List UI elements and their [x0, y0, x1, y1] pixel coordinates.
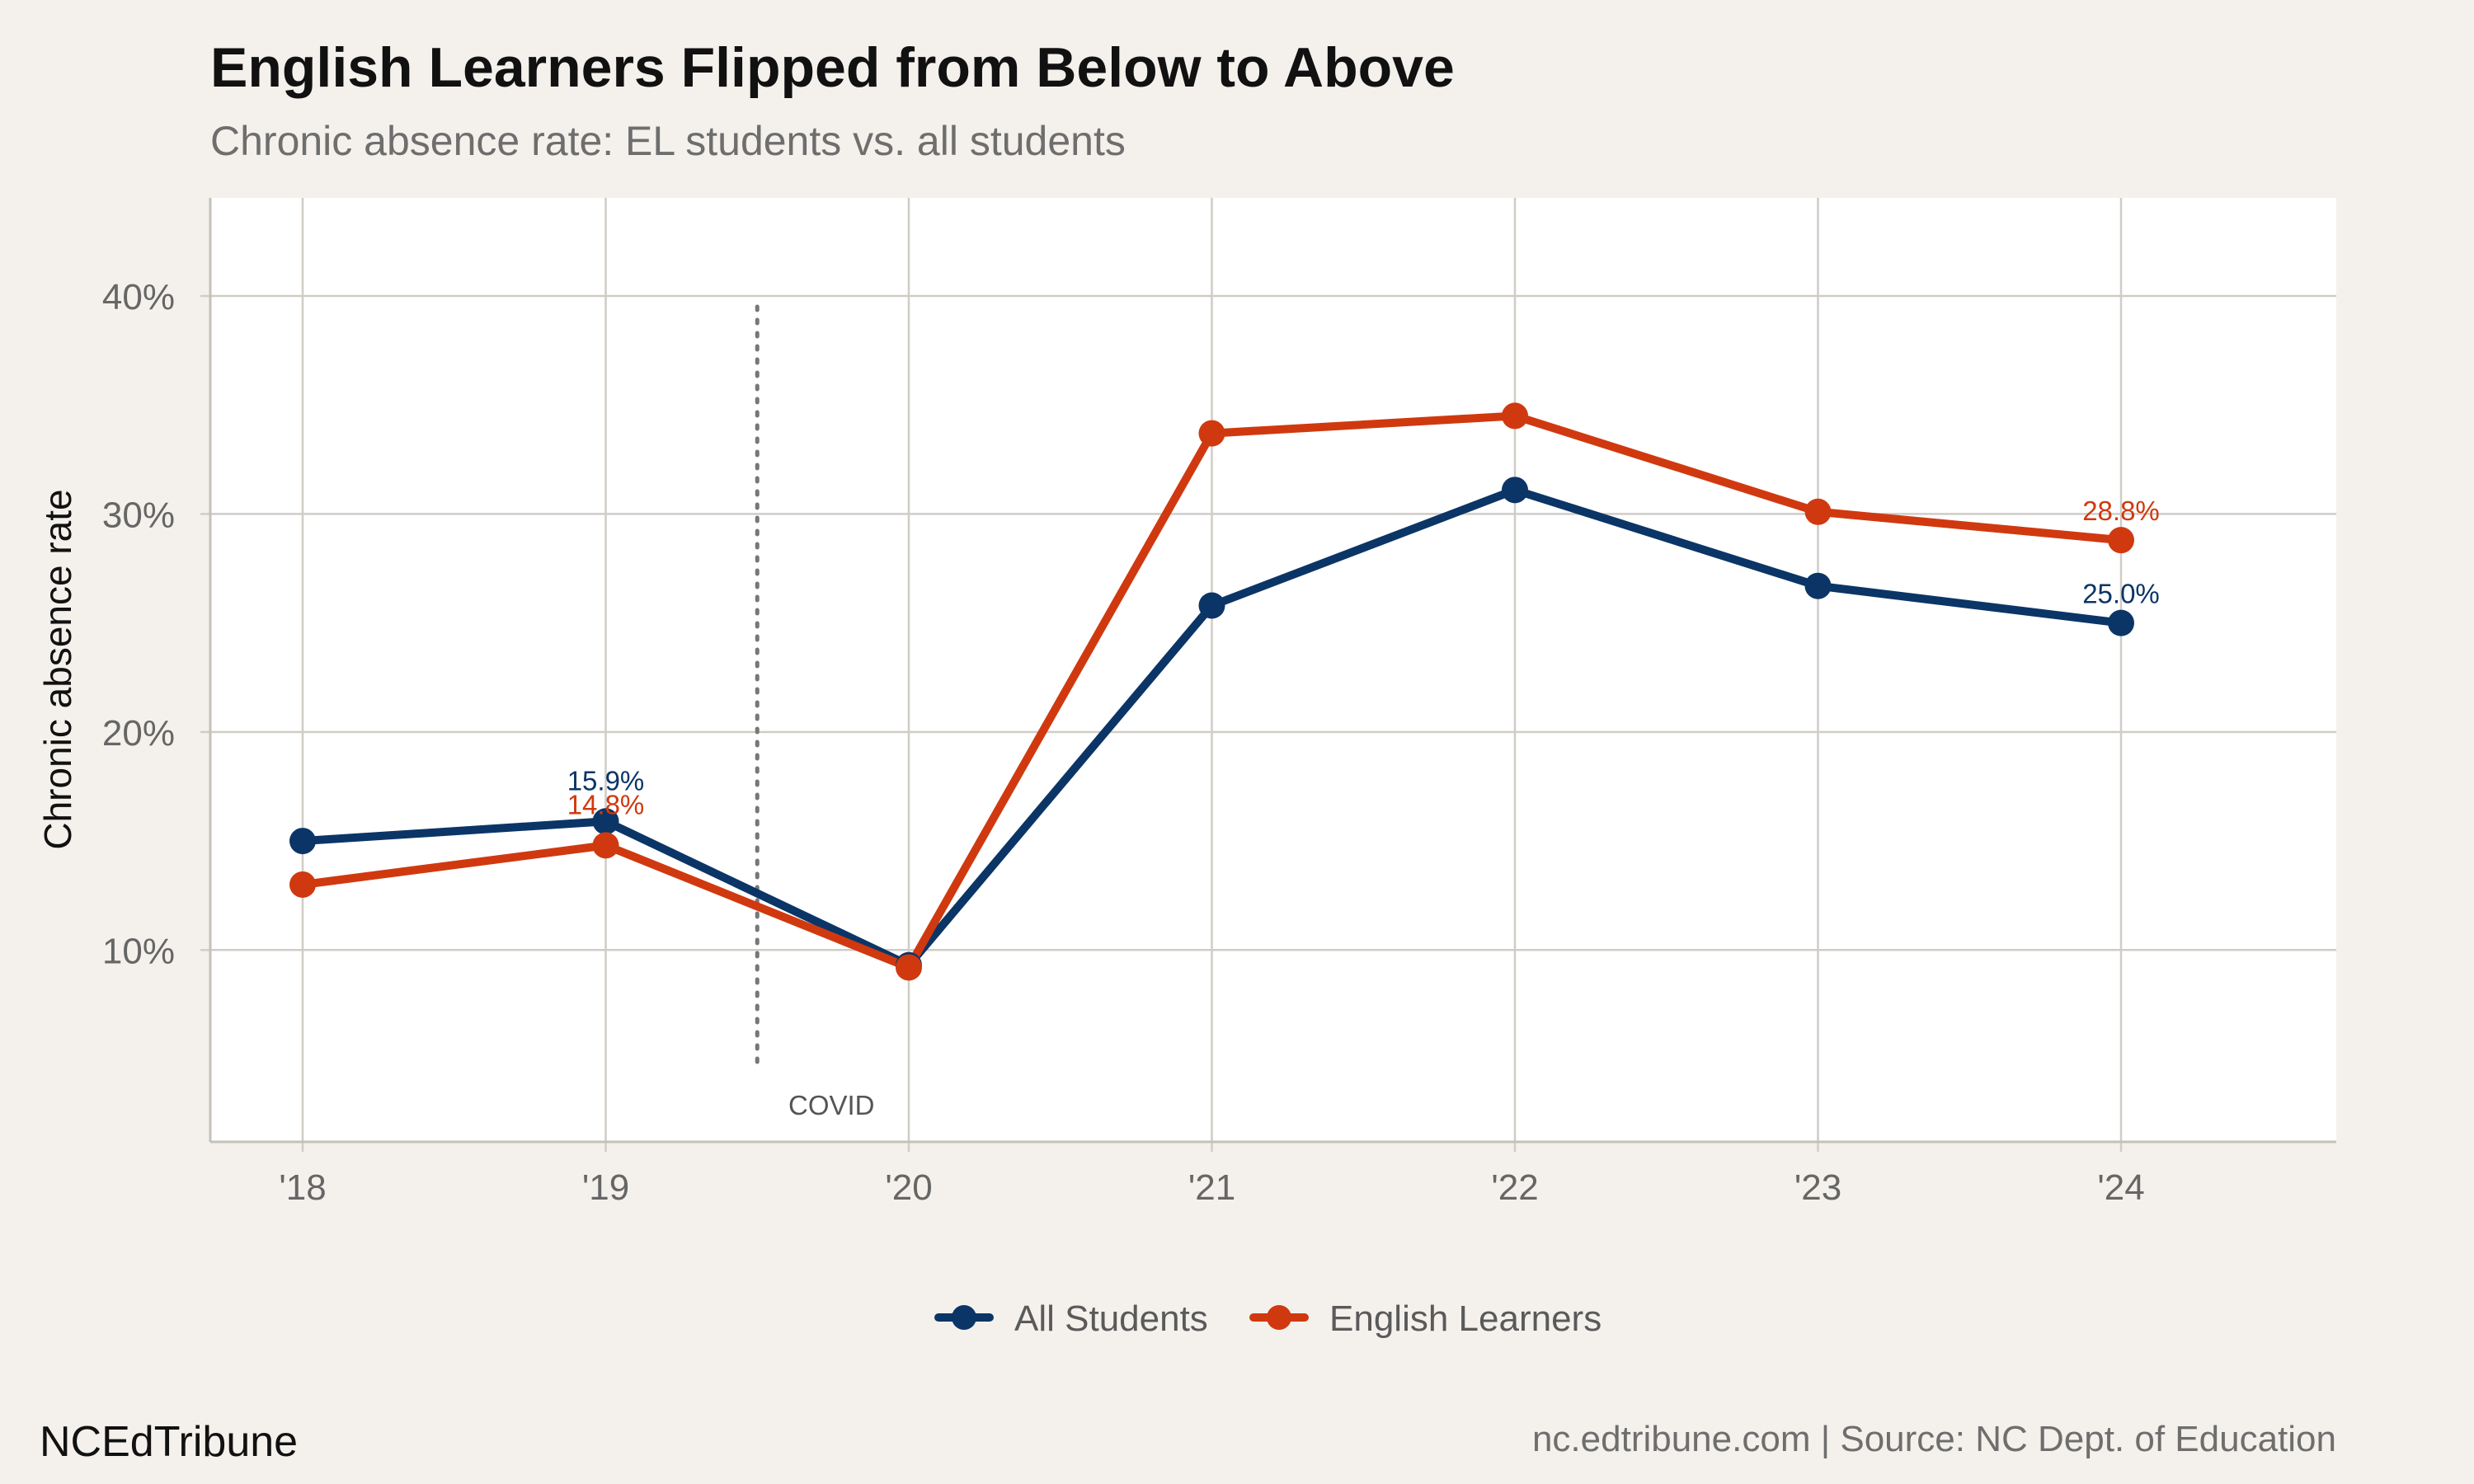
y-tick-label: 20%: [102, 713, 175, 754]
data-point: [1502, 477, 1528, 504]
chart-title: English Learners Flipped from Below to A…: [210, 36, 1455, 99]
data-point: [289, 828, 316, 855]
legend: All Students English Learners: [934, 1298, 1602, 1339]
legend-item: All Students: [934, 1298, 1208, 1339]
data-point: [1502, 402, 1528, 430]
legend-marker: [952, 1305, 976, 1330]
data-label: 25.0%: [2082, 579, 2160, 609]
data-point: [2108, 609, 2134, 636]
annotation-layer: COVID: [755, 304, 875, 1120]
x-tick-label: '22: [1491, 1167, 1538, 1208]
data-point: [2108, 527, 2134, 554]
chart-subtitle: Chronic absence rate: EL students vs. al…: [210, 118, 1126, 164]
data-point: [1804, 572, 1832, 599]
data-point: [1198, 420, 1225, 447]
brand-logo: NCEdTribune: [40, 1418, 298, 1466]
data-label: 28.8%: [2082, 495, 2160, 526]
legend-label: All Students: [1014, 1298, 1208, 1339]
series-layer: [289, 402, 2134, 981]
legend-marker: [1267, 1305, 1291, 1330]
grid-layer: [210, 198, 2336, 1142]
covid-label: COVID: [788, 1090, 875, 1120]
data-point: [1804, 498, 1832, 525]
source-note: nc.edtribune.com | Source: NC Dept. of E…: [1532, 1419, 2336, 1459]
data-point: [896, 954, 922, 981]
x-tick-label: '18: [279, 1167, 326, 1208]
data-point: [592, 832, 619, 859]
y-tick-label: 30%: [102, 495, 175, 535]
legend-item: English Learners: [1249, 1298, 1602, 1339]
y-axis-title: Chronic absence rate: [36, 489, 79, 849]
data-label: 14.8%: [567, 789, 645, 819]
data-label-layer: 15.9%14.8% 28.8% 25.0%: [567, 495, 2160, 819]
data-label: 15.9%: [567, 765, 645, 796]
y-tick-label: 10%: [102, 931, 175, 971]
x-tick-label: '24: [2097, 1167, 2144, 1208]
x-tick-label: '19: [582, 1167, 629, 1208]
y-tick-label: 40%: [102, 277, 175, 317]
x-tick-label: '20: [885, 1167, 932, 1208]
data-point: [592, 808, 619, 835]
legend-label: English Learners: [1329, 1298, 1602, 1339]
data-point: [1198, 592, 1225, 619]
x-tick-label: '23: [1794, 1167, 1841, 1208]
data-point: [289, 871, 316, 898]
plot-panel: [210, 198, 2336, 1142]
x-tick-label: '21: [1188, 1167, 1235, 1208]
axis-layer: 10% 20% 30% 40% '18 '19 '20 '21 '22 '23 '24: [102, 198, 2336, 1208]
